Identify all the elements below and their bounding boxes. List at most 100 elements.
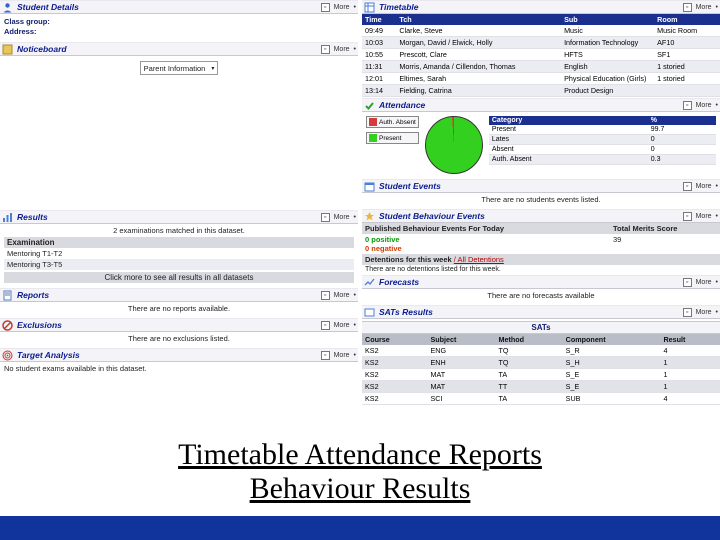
expand-icon[interactable]: ▫ bbox=[683, 3, 692, 12]
exclusion-icon bbox=[2, 320, 13, 331]
expand-dot-icon[interactable]: • bbox=[354, 4, 356, 11]
attendance-pie-chart bbox=[425, 116, 483, 174]
behaviour-positive: 0 positive bbox=[365, 235, 607, 244]
exclusions-empty-message: There are no exclusions listed. bbox=[0, 332, 358, 347]
more-link[interactable]: More bbox=[334, 214, 350, 221]
events-icon bbox=[364, 181, 375, 192]
expand-icon[interactable]: ▫ bbox=[321, 3, 330, 12]
expand-icon[interactable]: ▫ bbox=[321, 351, 330, 360]
timetable-icon bbox=[364, 2, 375, 13]
table-row: Absent0 bbox=[489, 145, 716, 155]
col-method: Method bbox=[496, 334, 563, 345]
more-link[interactable]: More bbox=[334, 322, 350, 329]
table-row: Lates0 bbox=[489, 135, 716, 145]
detentions-empty-message: There are no detentions listed for this … bbox=[362, 265, 720, 274]
panel-behaviour: Student Behaviour Events ▫More• Publishe… bbox=[362, 209, 720, 274]
expand-dot-icon[interactable]: • bbox=[354, 352, 356, 359]
expand-dot-icon[interactable]: • bbox=[716, 183, 718, 190]
panel-title: Target Analysis bbox=[17, 350, 321, 360]
expand-icon[interactable]: ▫ bbox=[321, 213, 330, 222]
expand-dot-icon[interactable]: • bbox=[716, 102, 718, 109]
panel-sats: SATs Results ▫ More • SATs Course Subject … bbox=[362, 305, 720, 405]
expand-dot-icon[interactable]: • bbox=[354, 214, 356, 221]
expand-dot-icon[interactable]: • bbox=[716, 4, 718, 11]
col-result: Result bbox=[660, 334, 720, 345]
more-link[interactable]: More bbox=[334, 4, 350, 11]
expand-dot-icon[interactable]: • bbox=[354, 322, 356, 329]
col-category: Category bbox=[489, 116, 648, 125]
legend-chip: Present bbox=[366, 132, 419, 144]
table-row: KS2ENHTQS_H1 bbox=[362, 357, 720, 369]
behaviour-merits-label: Total Merits Score bbox=[610, 223, 720, 234]
expand-icon[interactable]: ▫ bbox=[321, 321, 330, 330]
panel-title: Exclusions bbox=[17, 320, 321, 330]
table-row: 13:14Fielding, CatrinaProduct Design bbox=[362, 85, 720, 97]
panel-target-analysis: Target Analysis ▫ More • No student exams … bbox=[0, 348, 358, 377]
more-link[interactable]: More bbox=[696, 213, 712, 220]
col-tch: Tch bbox=[396, 14, 561, 25]
more-link[interactable]: More bbox=[696, 183, 712, 190]
sats-icon bbox=[364, 307, 375, 318]
expand-icon[interactable]: ▫ bbox=[683, 278, 692, 287]
target-empty-message: No student exams available in this datas… bbox=[0, 362, 358, 377]
swatch-icon bbox=[369, 134, 377, 142]
table-row: 10:55Prescott, ClareHFTSSF1 bbox=[362, 49, 720, 61]
expand-dot-icon[interactable]: • bbox=[716, 213, 718, 220]
detentions-label: Detentions for this week bbox=[365, 255, 452, 264]
more-link[interactable]: More bbox=[334, 46, 350, 53]
report-icon bbox=[2, 290, 13, 301]
expand-dot-icon[interactable]: • bbox=[354, 46, 356, 53]
table-row: KS2SCITASUB4 bbox=[362, 393, 720, 405]
more-link[interactable]: More bbox=[334, 352, 350, 359]
more-link[interactable]: More bbox=[696, 279, 712, 286]
results-icon bbox=[2, 212, 13, 223]
col-pct: % bbox=[648, 116, 716, 125]
expand-icon[interactable]: ▫ bbox=[321, 291, 330, 300]
exam-row: Mentoring T1-T2 bbox=[4, 248, 354, 259]
expand-dot-icon[interactable]: • bbox=[354, 292, 356, 299]
forecasts-empty-message: There are no forecasts available bbox=[362, 289, 720, 304]
expand-icon[interactable]: ▫ bbox=[683, 101, 692, 110]
more-link[interactable]: More bbox=[696, 309, 712, 316]
panel-student-events: Student Events ▫ More • There are no stude… bbox=[362, 179, 720, 208]
all-detentions-link[interactable]: / All Detentions bbox=[454, 255, 504, 264]
table-row: KS2ENGTQS_R4 bbox=[362, 345, 720, 357]
panel-title: Forecasts bbox=[379, 277, 683, 287]
expand-icon[interactable]: ▫ bbox=[321, 45, 330, 54]
panel-title: Attendance bbox=[379, 100, 683, 110]
panel-title: Student Events bbox=[379, 181, 683, 191]
legend-chip: Auth. Absent bbox=[366, 116, 419, 128]
events-empty-message: There are no students events listed. bbox=[362, 193, 720, 208]
table-row: 10:03Morgan, David / Elwick, HollyInform… bbox=[362, 37, 720, 49]
more-link[interactable]: More bbox=[696, 102, 712, 109]
panel-attendance: Attendance ▫ More • Auth. Absent Present C… bbox=[362, 98, 720, 178]
results-footer[interactable]: Click more to see all results in all dat… bbox=[4, 272, 354, 283]
sats-group: SATs bbox=[362, 321, 720, 334]
expand-icon[interactable]: ▫ bbox=[683, 212, 692, 221]
expand-dot-icon[interactable]: • bbox=[716, 279, 718, 286]
chevron-down-icon: ▾ bbox=[211, 65, 214, 72]
expand-icon[interactable]: ▫ bbox=[683, 308, 692, 317]
table-row: KS2MATTAS_E1 bbox=[362, 369, 720, 381]
panel-timetable: Timetable ▫ More • Time Tch Sub Room 09:49… bbox=[362, 0, 720, 97]
col-component: Component bbox=[563, 334, 661, 345]
target-icon bbox=[2, 350, 13, 361]
table-row: Auth. Absent0.3 bbox=[489, 155, 716, 165]
behaviour-pub-label: Published Behaviour Events For Today bbox=[362, 223, 610, 234]
panel-noticeboard: Noticeboard ▫More• Parent Information ▾ bbox=[0, 42, 358, 79]
more-link[interactable]: More bbox=[334, 292, 350, 299]
panel-title: Timetable bbox=[379, 2, 683, 12]
exam-row: Mentoring T3-T5 bbox=[4, 259, 354, 270]
expand-icon[interactable]: ▫ bbox=[683, 182, 692, 191]
panel-title: Reports bbox=[17, 290, 321, 300]
exam-header: Examination bbox=[4, 237, 354, 248]
panel-forecasts: Forecasts ▫ More • There are no forecasts … bbox=[362, 275, 720, 304]
panel-title: SATs Results bbox=[379, 307, 683, 317]
behaviour-negative: 0 negative bbox=[365, 244, 607, 253]
noticeboard-dropdown[interactable]: Parent Information ▾ bbox=[140, 61, 219, 75]
sats-table: Course Subject Method Component Result K… bbox=[362, 334, 720, 405]
timetable-table: Time Tch Sub Room 09:49Clarke, SteveMusi… bbox=[362, 14, 720, 97]
more-link[interactable]: More bbox=[696, 4, 712, 11]
results-summary: 2 examinations matched in this dataset. bbox=[4, 226, 354, 235]
expand-dot-icon[interactable]: • bbox=[716, 309, 718, 316]
